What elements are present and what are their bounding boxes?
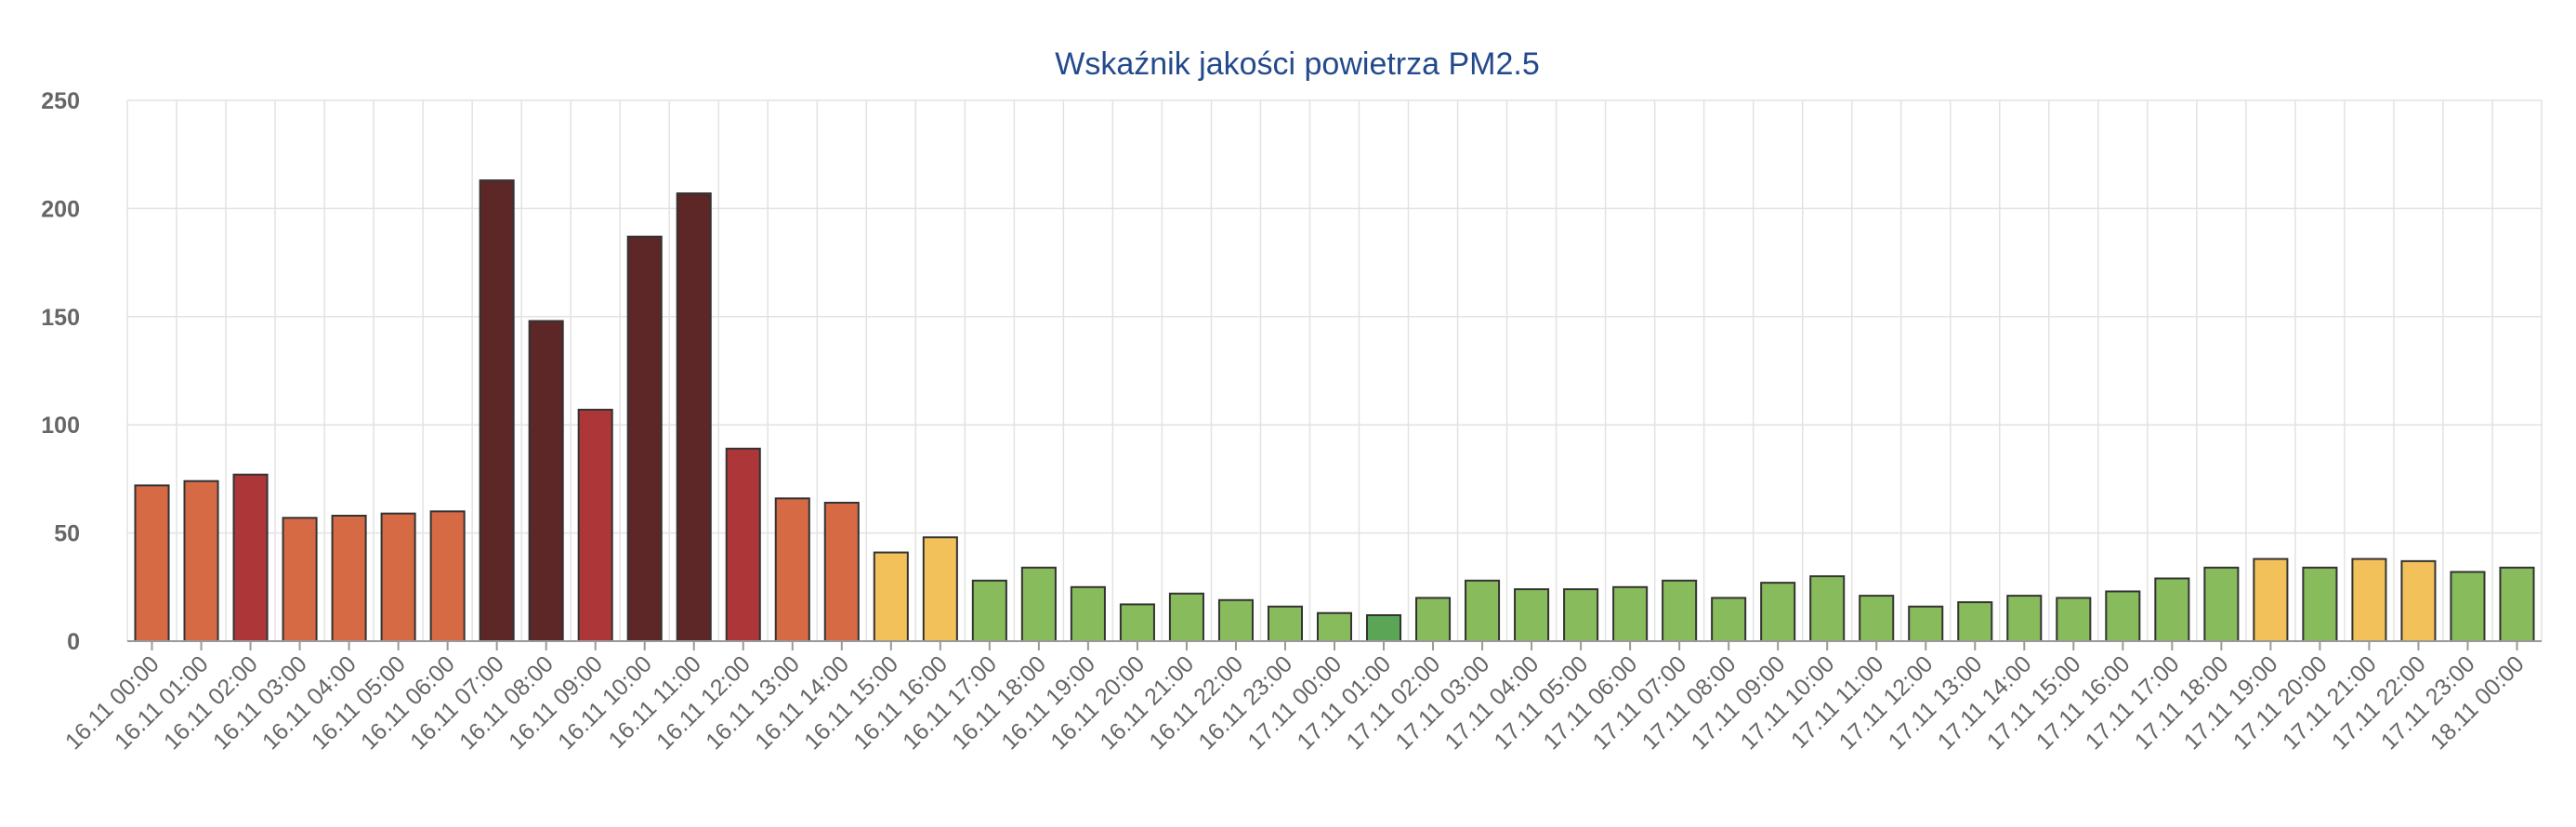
- bar-16-11-04-00[interactable]: [331, 514, 367, 643]
- bar-16-11-10-00[interactable]: [626, 235, 663, 642]
- bar-17-11-23-00[interactable]: [2450, 571, 2486, 643]
- bar-17-11-10-00[interactable]: [1809, 575, 1846, 642]
- bar-16-11-17-00[interactable]: [971, 579, 1007, 642]
- bar-16-11-01-00[interactable]: [183, 479, 219, 643]
- bar-17-11-20-00[interactable]: [2302, 566, 2338, 643]
- bar-16-11-00-00[interactable]: [134, 484, 170, 642]
- bars: [134, 179, 2535, 643]
- bar-16-11-09-00[interactable]: [577, 408, 613, 642]
- bar-17-11-13-00[interactable]: [1957, 601, 1993, 643]
- y-tick-label: 0: [67, 629, 80, 655]
- bar-17-11-04-00[interactable]: [1514, 588, 1550, 642]
- bar-17-11-08-00[interactable]: [1711, 597, 1747, 643]
- chart-title: Wskaźnik jakości powietrza PM2.5: [1055, 46, 1540, 82]
- bar-17-11-03-00[interactable]: [1465, 579, 1501, 642]
- grid-lines: [126, 99, 2543, 641]
- bar-16-11-02-00[interactable]: [232, 473, 269, 642]
- y-axis-ticks: 0 50 100 150 200 250: [41, 88, 80, 655]
- y-tick-label: 200: [41, 196, 80, 222]
- bar-17-11-07-00[interactable]: [1662, 579, 1698, 642]
- bar-16-11-12-00[interactable]: [725, 447, 761, 643]
- bar-17-11-06-00[interactable]: [1612, 585, 1649, 642]
- bar-16-11-21-00[interactable]: [1168, 592, 1204, 642]
- y-tick-label: 250: [41, 88, 80, 114]
- bar-17-11-11-00[interactable]: [1859, 595, 1895, 642]
- bar-17-11-19-00[interactable]: [2253, 558, 2289, 643]
- bar-17-11-02-00[interactable]: [1415, 597, 1452, 643]
- bar-16-11-20-00[interactable]: [1119, 603, 1155, 643]
- bar-18-11-00-00[interactable]: [2499, 566, 2535, 643]
- bar-17-11-17-00[interactable]: [2154, 577, 2190, 642]
- bar-16-11-07-00[interactable]: [479, 179, 515, 643]
- bar-16-11-15-00[interactable]: [873, 551, 909, 642]
- bar-17-11-12-00[interactable]: [1908, 605, 1944, 643]
- bar-17-11-09-00[interactable]: [1760, 582, 1796, 642]
- y-tick-label: 50: [54, 521, 80, 547]
- bar-17-11-21-00[interactable]: [2351, 558, 2387, 643]
- bar-17-11-14-00[interactable]: [2006, 595, 2043, 642]
- bar-16-11-05-00[interactable]: [380, 512, 416, 643]
- bar-16-11-13-00[interactable]: [774, 497, 810, 642]
- bar-16-11-06-00[interactable]: [429, 510, 466, 642]
- bar-17-11-15-00[interactable]: [2056, 597, 2092, 643]
- bar-17-11-00-00[interactable]: [1316, 611, 1353, 643]
- bar-16-11-08-00[interactable]: [528, 320, 564, 642]
- bar-16-11-23-00[interactable]: [1267, 605, 1304, 643]
- bar-17-11-05-00[interactable]: [1563, 588, 1599, 642]
- bar-16-11-16-00[interactable]: [922, 536, 958, 642]
- bar-16-11-22-00[interactable]: [1217, 598, 1254, 643]
- bar-16-11-19-00[interactable]: [1070, 585, 1106, 642]
- bar-16-11-03-00[interactable]: [282, 517, 318, 643]
- y-tick-label: 100: [41, 413, 80, 439]
- bar-17-11-22-00[interactable]: [2400, 559, 2437, 643]
- bar-17-11-16-00[interactable]: [2105, 590, 2141, 642]
- bar-16-11-11-00[interactable]: [676, 192, 712, 642]
- y-tick-label: 150: [41, 305, 80, 331]
- bar-17-11-01-00[interactable]: [1365, 614, 1402, 643]
- bar-16-11-14-00[interactable]: [823, 502, 860, 642]
- bar-17-11-18-00[interactable]: [2203, 566, 2240, 643]
- bar-16-11-18-00[interactable]: [1020, 566, 1057, 643]
